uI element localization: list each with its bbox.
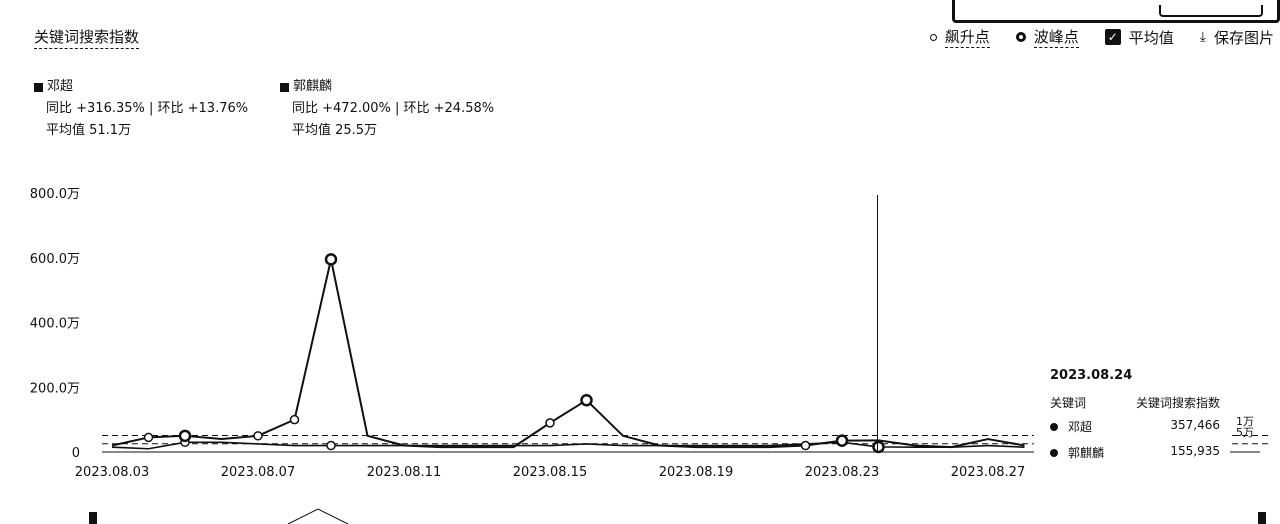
series-1-name: 邓超 xyxy=(47,79,74,94)
tooltip-row: 郭麒麟 155,935 xyxy=(1050,444,1220,462)
series-line-1 xyxy=(111,258,1025,449)
surge-point-marker xyxy=(800,440,811,451)
series-1-average: 平均值 51.1万 xyxy=(46,123,132,138)
surge-point-marker xyxy=(326,440,336,451)
series-2-change: 同比 +472.00% | 环比 +24.58% xyxy=(292,101,495,116)
point-markers xyxy=(143,253,885,454)
surge-point-marker xyxy=(289,414,300,425)
series-1-swatch xyxy=(34,82,43,92)
top-frame-inner xyxy=(1159,5,1263,17)
peak-toggle[interactable]: 波峰点 xyxy=(1015,26,1079,48)
surge-toggle[interactable]: 飙升点 xyxy=(929,26,990,48)
surge-point-marker xyxy=(545,418,555,428)
tooltip-header-index: 关键词搜索指数 xyxy=(1135,396,1220,410)
x-axis: 2023.08.03 2023.08.07 2023.08.11 2023.08.15… xyxy=(75,465,1025,480)
x-tick-label: 2023.08.11 xyxy=(367,465,441,480)
range-handle-left[interactable] xyxy=(89,512,97,524)
tooltip-header-keyword: 关键词 xyxy=(1050,396,1087,410)
surge-point-icon xyxy=(929,33,937,41)
tooltip-bullet-icon xyxy=(1050,423,1058,431)
peak-point-marker xyxy=(872,440,885,454)
side-label-2: 5万 xyxy=(1236,426,1254,439)
y-tick-label: 200.0万 xyxy=(30,381,80,396)
peak-point-icon xyxy=(1015,32,1026,42)
tooltip-row-name: 郭麒麟 xyxy=(1068,446,1105,460)
peak-point-marker xyxy=(835,434,849,447)
average-checkbox-icon[interactable]: ✓ xyxy=(1104,29,1121,45)
peak-label: 波峰点 xyxy=(1033,28,1079,48)
peak-point-marker xyxy=(580,393,593,407)
range-preview-line xyxy=(287,508,349,524)
side-scale-labels: 1万 5万 xyxy=(1236,416,1254,438)
x-tick-label: 2023.08.03 xyxy=(75,465,149,480)
tooltip-row-value: 155,935 xyxy=(1170,444,1220,458)
peak-point-marker xyxy=(324,253,338,266)
surge-point-marker xyxy=(253,431,263,441)
y-tick-label: 0 xyxy=(72,446,80,461)
average-label: 平均值 xyxy=(1128,28,1174,47)
save-image-button[interactable]: ⤓ 保存图片 xyxy=(1200,27,1274,48)
x-tick-label: 2023.08.15 xyxy=(513,465,587,480)
y-tick-label: 400.0万 xyxy=(30,317,80,332)
range-handle-right[interactable] xyxy=(1258,512,1266,524)
tooltip-row: 邓超 357,466 xyxy=(1050,418,1220,436)
series-2-name: 郭麒麟 xyxy=(293,79,333,94)
x-tick-label: 2023.08.07 xyxy=(221,465,295,480)
average-toggle[interactable]: ✓ 平均值 xyxy=(1104,27,1174,48)
save-image-label: 保存图片 xyxy=(1213,28,1274,47)
tooltip-bullet-icon xyxy=(1050,449,1058,457)
chart-toolbar: 飙升点 波峰点 ✓ 平均值 ⤓ 保存图片 xyxy=(929,26,1274,48)
series-2-swatch xyxy=(280,82,289,92)
y-tick-label: 800.0万 xyxy=(30,187,80,202)
legend-series-1[interactable]: 邓超 同比 +316.35% | 环比 +13.76% 平均值 51.1万 xyxy=(34,76,248,142)
series-lines xyxy=(111,258,1025,450)
surge-point-marker xyxy=(143,432,154,443)
range-slider[interactable] xyxy=(89,508,1266,524)
y-tick-label: 600.0万 xyxy=(30,252,80,267)
download-icon: ⤓ xyxy=(1199,29,1206,45)
hover-tooltip: 2023.08.24 关键词 关键词搜索指数 邓超 357,466 郭麒麟 15… xyxy=(1034,360,1230,470)
top-frame xyxy=(952,0,1280,23)
chart-title: 关键词搜索指数 xyxy=(34,26,140,49)
x-tick-label: 2023.08.19 xyxy=(659,465,733,480)
tooltip-date: 2023.08.24 xyxy=(1050,368,1133,383)
tooltip-row-value: 357,466 xyxy=(1170,418,1220,432)
side-label-1: 1万 xyxy=(1236,415,1254,428)
series-2-average: 平均值 25.5万 xyxy=(292,123,378,138)
x-tick-label: 2023.08.23 xyxy=(805,465,879,480)
tooltip-row-name: 邓超 xyxy=(1068,420,1093,434)
x-tick-label: 2023.08.27 xyxy=(951,465,1025,480)
surge-label: 飙升点 xyxy=(944,28,990,48)
legend-series-2[interactable]: 郭麒麟 同比 +472.00% | 环比 +24.58% 平均值 25.5万 xyxy=(280,76,494,142)
peak-point-marker xyxy=(178,429,192,443)
series-1-change: 同比 +316.35% | 环比 +13.76% xyxy=(46,101,249,116)
